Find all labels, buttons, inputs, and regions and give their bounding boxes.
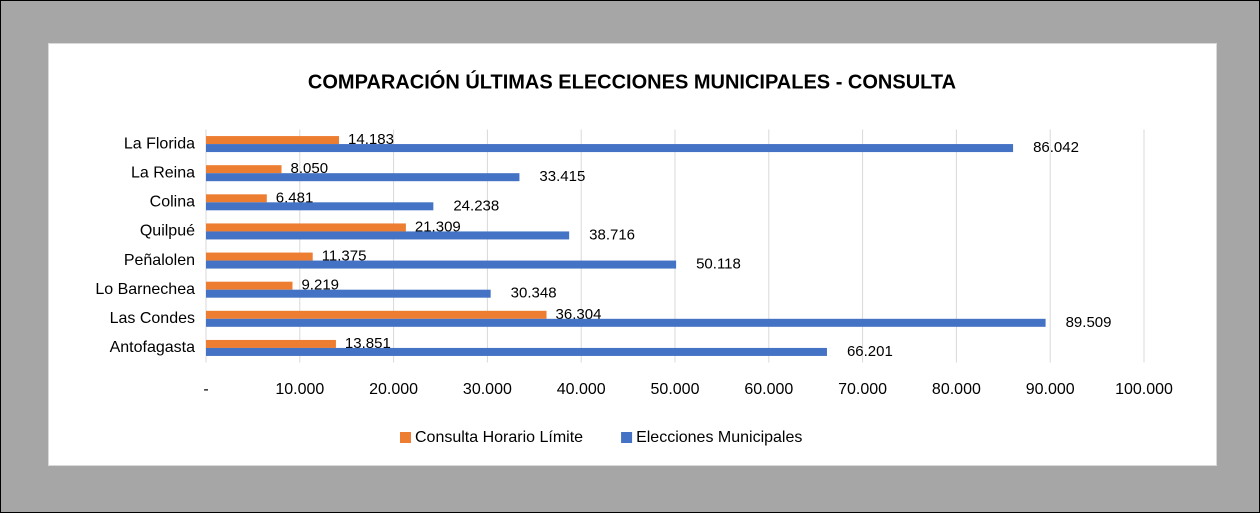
chart-title: COMPARACIÓN ÚLTIMAS ELECCIONES MUNICIPAL…	[308, 69, 956, 93]
x-tick-label: 40.000	[557, 381, 606, 398]
x-tick-label: 30.000	[463, 381, 512, 398]
bar	[206, 260, 677, 269]
data-label: 30.348	[511, 285, 557, 302]
data-label: 36.304	[556, 306, 602, 323]
x-tick-label: 80.000	[932, 381, 981, 398]
y-tick-label: Antofagasta	[110, 339, 196, 356]
bar	[206, 310, 547, 319]
legend-label: Consulta Horario Límite	[415, 429, 583, 446]
bar	[206, 165, 282, 174]
bar	[206, 231, 570, 240]
legend-swatch	[621, 432, 633, 443]
y-tick-label: Quilpué	[140, 223, 195, 240]
y-tick-label: Colina	[150, 194, 195, 211]
x-tick-label: 90.000	[1026, 381, 1075, 398]
legend-swatch	[400, 432, 411, 443]
x-tick-label: 50.000	[651, 381, 700, 398]
x-tick-label: 20.000	[369, 381, 418, 398]
bar	[206, 281, 293, 290]
y-tick-label: Peñalolen	[124, 252, 195, 269]
x-tick-label: 60.000	[744, 381, 793, 398]
data-label: 13.851	[345, 335, 391, 352]
data-label: 9.219	[301, 277, 339, 294]
data-label: 21.309	[415, 218, 461, 235]
x-tick-label: -	[203, 381, 208, 398]
data-label: 38.716	[589, 226, 635, 243]
bar	[206, 173, 520, 182]
y-tick-label: Lo Barnechea	[95, 281, 195, 298]
bar	[206, 194, 267, 203]
data-label: 89.509	[1066, 314, 1112, 331]
bar	[206, 144, 1014, 153]
bar	[206, 223, 406, 232]
x-tick-label: 10.000	[275, 381, 324, 398]
data-label: 66.201	[847, 343, 893, 360]
x-tick-label: 70.000	[838, 381, 887, 398]
x-tick-label: 100.000	[1115, 381, 1173, 398]
data-label: 6.481	[276, 189, 314, 206]
bar	[206, 347, 827, 356]
data-label: 8.050	[291, 160, 329, 177]
y-tick-label: Las Condes	[110, 310, 195, 327]
bar	[206, 202, 434, 211]
legend-label: Elecciones Municipales	[636, 429, 802, 446]
bar	[206, 339, 336, 348]
bar	[206, 289, 491, 298]
bar	[206, 136, 340, 145]
data-label: 11.375	[322, 248, 367, 265]
bar	[206, 318, 1046, 327]
data-label: 33.415	[539, 168, 585, 185]
y-tick-label: La Florida	[124, 135, 195, 152]
y-tick-label: La Reina	[131, 164, 195, 181]
data-label: 24.238	[453, 197, 499, 214]
data-label: 50.118	[696, 256, 741, 273]
bar	[206, 252, 313, 261]
data-label: 86.042	[1033, 139, 1079, 156]
data-label: 14.183	[348, 131, 394, 148]
